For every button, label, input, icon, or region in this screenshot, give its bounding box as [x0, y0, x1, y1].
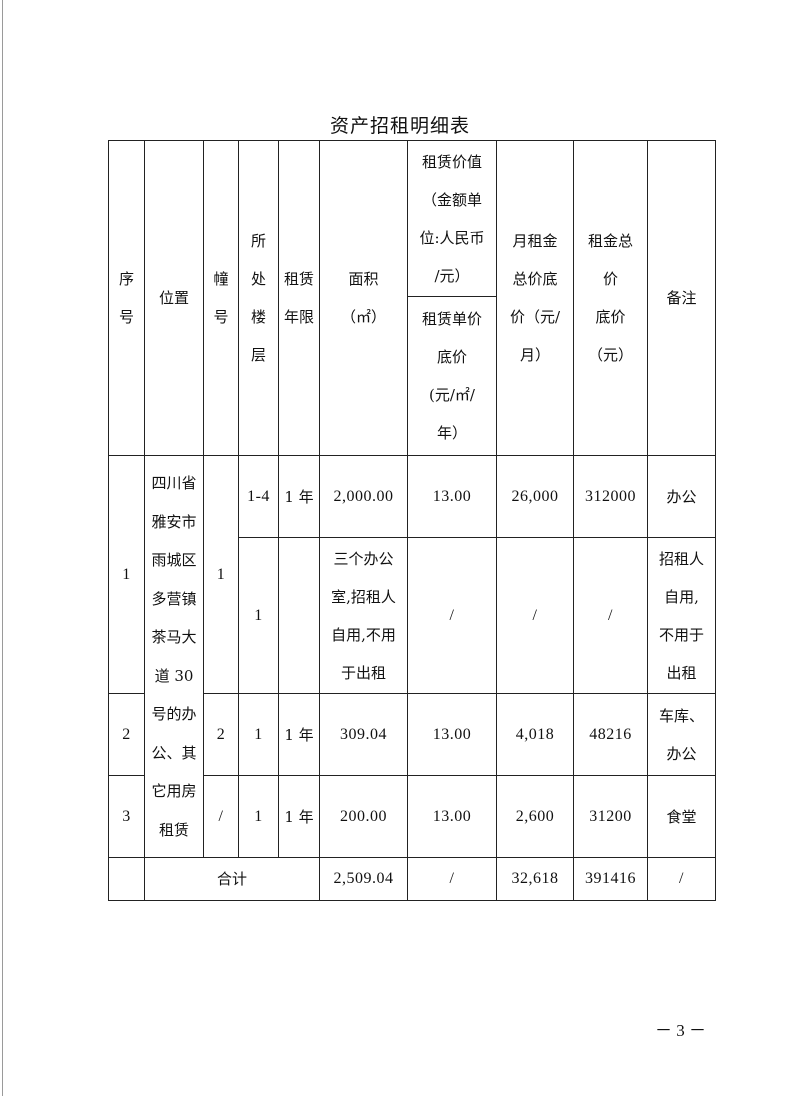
header-term: 租赁 年限	[278, 140, 320, 456]
total-monthly: 32,618	[496, 857, 574, 901]
cell-area: 2,000.00	[319, 455, 408, 538]
cell-monthly: 2,600	[496, 775, 574, 858]
cell-unit-price: 13.00	[407, 455, 497, 538]
cell-total: 48216	[573, 693, 648, 776]
total-label: 合计	[144, 857, 320, 901]
cell-unit-price: /	[407, 537, 497, 694]
header-floor: 所 处 楼 层	[238, 140, 279, 456]
header-seq: 序 号	[108, 140, 145, 456]
header-row-sub: 租赁单价 底价 (元/㎡/ 年）	[109, 296, 716, 456]
page-edge-line	[2, 0, 3, 1096]
cell-seq: 2	[108, 693, 145, 776]
total-area: 2,509.04	[319, 857, 408, 901]
header-monthly: 月租金 总价底 价（元/ 月）	[496, 140, 574, 456]
total-row: 合计 2,509.04 / 32,618 391416 /	[108, 857, 716, 901]
cell-seq: 3	[108, 775, 145, 858]
cell-area: 200.00	[319, 775, 408, 858]
cell-floor: 1	[238, 775, 279, 858]
cell-area: 三个办公 室,招租人 自用,不用 于出租	[319, 537, 408, 694]
table-row: 1 四川省 雅安市 雨城区 多营镇 茶马大 道 30 号的办 公、其 它用房 租…	[108, 455, 716, 858]
header-total: 租金总 价 底价 （元）	[573, 140, 648, 456]
total-unit-price: /	[407, 857, 497, 901]
cell-total: /	[573, 537, 648, 694]
cell-term	[278, 537, 320, 694]
cell-remark: 食堂	[647, 775, 716, 858]
header-row: 序 号 位置 幢 号 所 处 楼 层 租赁 年限 面积 （㎡） 租赁价值 （金额…	[108, 140, 716, 456]
cell-remark: 办公	[647, 455, 716, 538]
total-remark: /	[647, 857, 716, 901]
cell-monthly: /	[496, 537, 574, 694]
header-location: 位置	[144, 140, 204, 456]
cell-unit-price: 13.00	[407, 693, 497, 776]
cell-total: 31200	[573, 775, 648, 858]
cell-building: /	[203, 775, 239, 858]
header-building: 幢 号	[203, 140, 239, 456]
asset-lease-table: 序 号 位置 幢 号 所 处 楼 层 租赁 年限 面积 （㎡） 租赁价值 （金额…	[108, 140, 716, 901]
page-title: 资产招租明细表	[329, 115, 470, 137]
cell-floor: 1-4	[238, 455, 279, 538]
cell-term: 1 年	[278, 775, 320, 858]
cell-monthly: 4,018	[496, 693, 574, 776]
cell-monthly: 26,000	[496, 455, 574, 538]
cell-floor: 1	[238, 693, 279, 776]
header-remark: 备注	[647, 140, 716, 456]
cell-total: 312000	[573, 455, 648, 538]
cell-location: 四川省 雅安市 雨城区 多营镇 茶马大 道 30 号的办 公、其 它用房 租赁	[144, 455, 204, 858]
header-area: 面积 （㎡）	[319, 140, 408, 456]
cell-building: 1	[203, 455, 239, 694]
total-seq	[108, 857, 145, 901]
header-unit-price: 租赁单价 底价 (元/㎡/ 年）	[407, 296, 497, 456]
cell-seq: 1	[108, 455, 145, 694]
cell-term: 1 年	[278, 455, 320, 538]
table-row: 1 三个办公 室,招租人 自用,不用 于出租 / / / 招租人 自用, 不用于…	[109, 537, 716, 694]
cell-remark: 招租人 自用, 不用于 出租	[647, 537, 716, 694]
cell-area: 309.04	[319, 693, 408, 776]
header-lease-value: 租赁价值 （金额单 位:人民币 /元）	[407, 140, 497, 297]
table-row: 3 / 1 1 年 200.00 13.00 2,600 31200 食堂	[108, 775, 716, 858]
table-row: 2 2 1 1 年 309.04 13.00 4,018 48216 车库、 办…	[108, 693, 716, 776]
total-total: 391416	[573, 857, 648, 901]
cell-floor: 1	[238, 537, 279, 694]
cell-remark: 车库、 办公	[647, 693, 716, 776]
cell-term: 1 年	[278, 693, 320, 776]
cell-building: 2	[203, 693, 239, 776]
page-number: － 3 －	[655, 1021, 706, 1040]
cell-unit-price: 13.00	[407, 775, 497, 858]
